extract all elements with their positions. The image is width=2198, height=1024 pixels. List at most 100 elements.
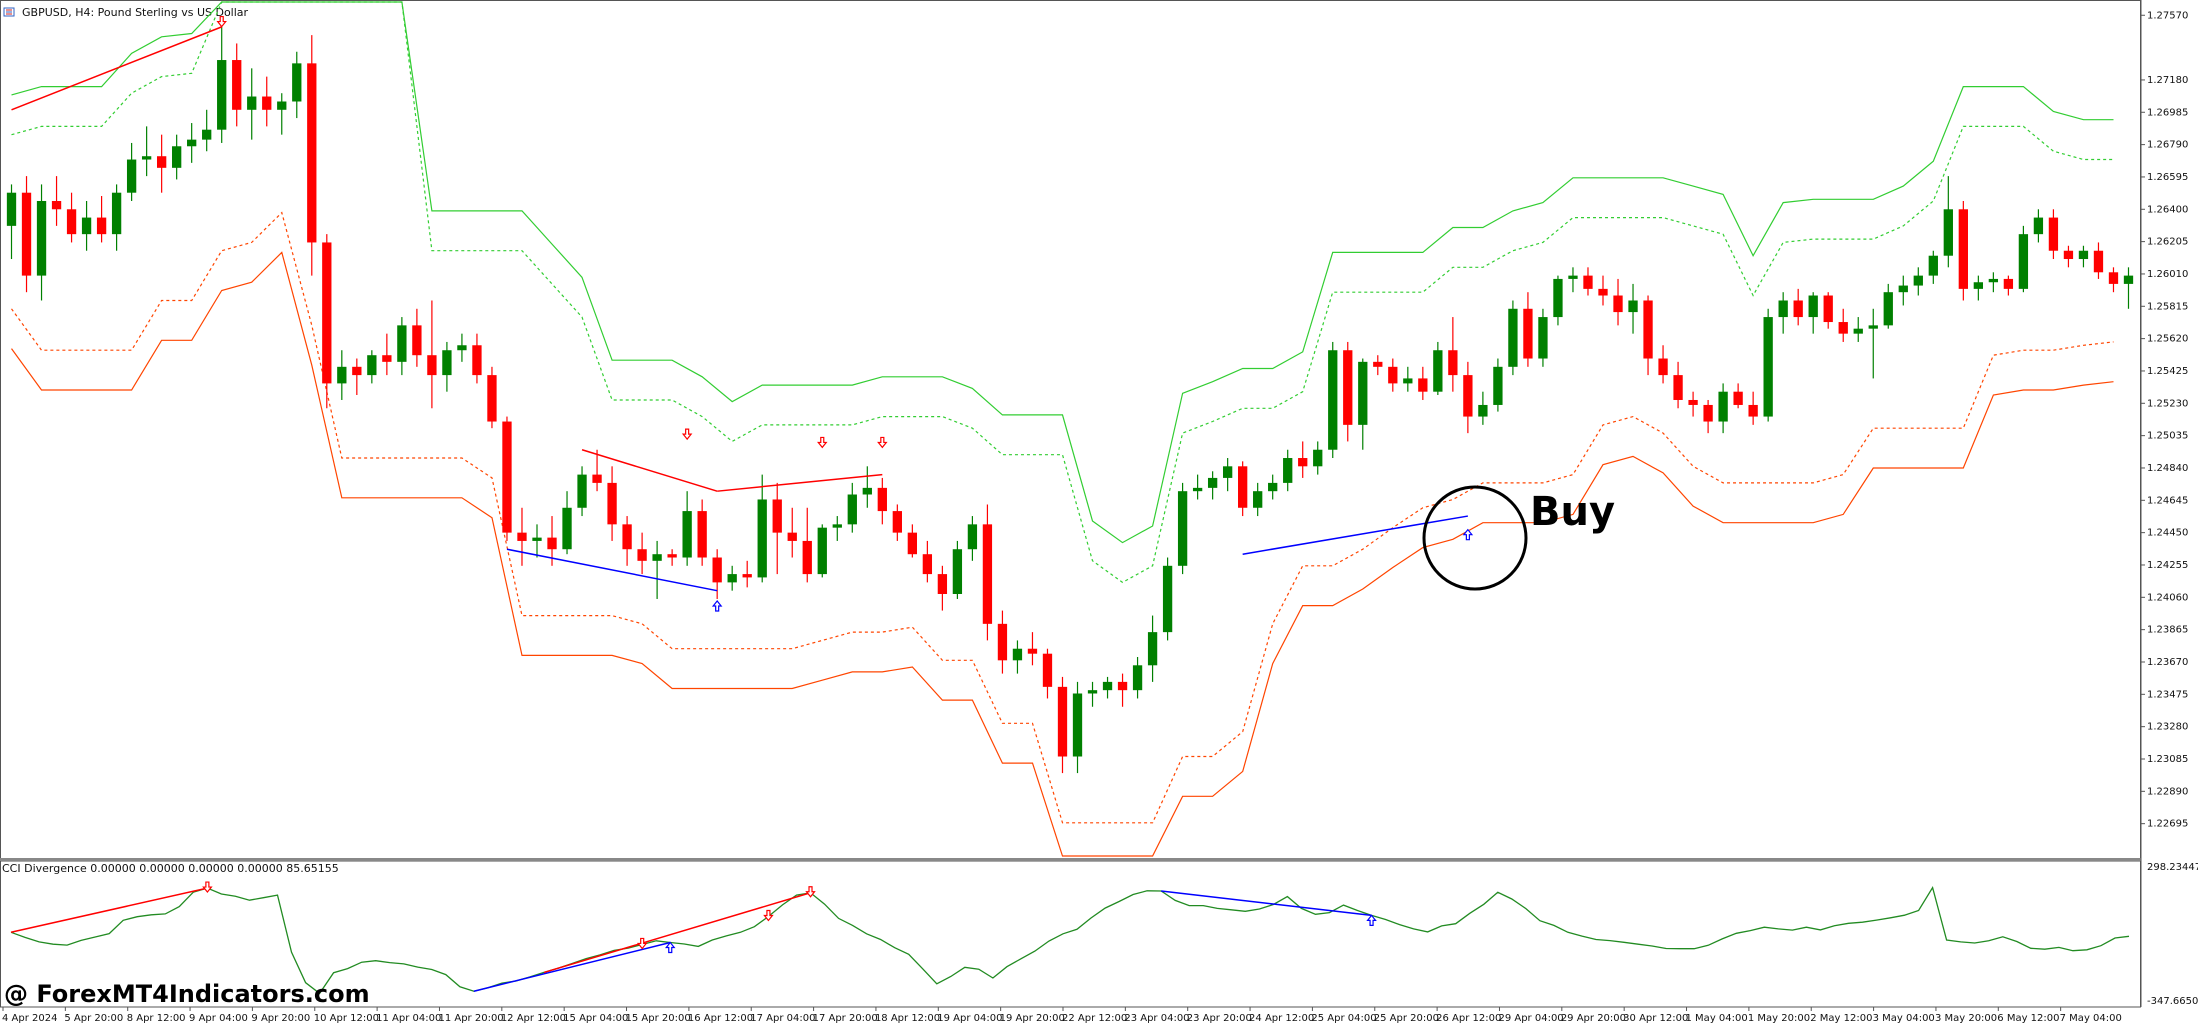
time-tick-label: 2 May 12:00 bbox=[1810, 1013, 1872, 1024]
candle-body bbox=[36, 200, 47, 276]
candle bbox=[1523, 292, 1533, 367]
candle bbox=[1132, 657, 1143, 699]
candle-body bbox=[487, 375, 497, 422]
candle bbox=[952, 540, 963, 599]
price-tick-label: 1.24645 bbox=[2147, 495, 2188, 506]
candle bbox=[1928, 250, 1938, 284]
price-tick-label: 1.26205 bbox=[2147, 237, 2188, 248]
candle bbox=[1222, 458, 1233, 492]
candle-body bbox=[862, 487, 872, 495]
candle-body bbox=[832, 524, 842, 528]
candle-body bbox=[1988, 278, 1999, 283]
candle bbox=[2033, 209, 2044, 243]
time-tick-label: 29 Apr 04:00 bbox=[1498, 1013, 1563, 1024]
candle bbox=[307, 35, 317, 276]
band-lines bbox=[11, 1, 2114, 857]
candle bbox=[1583, 267, 1593, 296]
candle-body bbox=[1207, 477, 1218, 488]
candle-body bbox=[1508, 308, 1518, 367]
candle-body bbox=[1222, 466, 1233, 478]
candle-body bbox=[1042, 653, 1053, 687]
candle-body bbox=[367, 355, 377, 376]
time-tick-label: 15 Apr 04:00 bbox=[563, 1013, 628, 1024]
watermark: @ ForexMT4Indicators.com bbox=[4, 980, 370, 1008]
candle bbox=[2078, 245, 2089, 268]
candle bbox=[907, 524, 918, 558]
candle bbox=[727, 565, 737, 591]
cci-sell-arrow-icon bbox=[763, 909, 774, 922]
candle-body bbox=[1027, 648, 1038, 654]
candle bbox=[111, 184, 122, 251]
candle bbox=[1718, 383, 1728, 434]
candle-body bbox=[2003, 278, 2014, 289]
candle-body bbox=[1132, 665, 1143, 691]
candle-body bbox=[1823, 295, 1833, 323]
candle bbox=[862, 466, 872, 508]
candle bbox=[1658, 345, 1668, 384]
time-tick-label: 6 May 12:00 bbox=[1997, 1013, 2059, 1024]
buy-label: Buy bbox=[1530, 489, 1615, 535]
candle bbox=[2003, 275, 2014, 296]
cci-sell-arrow-icon bbox=[636, 937, 648, 950]
price-tick-label: 1.24840 bbox=[2147, 463, 2188, 474]
candle-body bbox=[937, 574, 948, 594]
candle bbox=[6, 184, 17, 260]
candle-body bbox=[1418, 378, 1428, 392]
candle-body bbox=[1328, 350, 1338, 450]
time-tick-label: 16 Apr 12:00 bbox=[688, 1013, 753, 1024]
candle-body bbox=[2048, 217, 2059, 251]
candle-body bbox=[232, 60, 242, 110]
price-axis-ticks: 1.27570 1.27180 1.26985 1.26790 1.26595 1.264… bbox=[2141, 10, 2188, 830]
signal-arrows bbox=[202, 15, 1474, 954]
candle bbox=[1958, 200, 1968, 301]
candle bbox=[232, 43, 242, 127]
price-tick-label: 1.22695 bbox=[2147, 819, 2188, 830]
candle-body bbox=[742, 574, 752, 578]
candle bbox=[1403, 366, 1413, 392]
candle-body bbox=[382, 355, 392, 362]
time-tick-label: 25 Apr 20:00 bbox=[1374, 1013, 1439, 1024]
candle-body bbox=[1973, 282, 1984, 289]
time-tick-label: 23 Apr 04:00 bbox=[1124, 1013, 1189, 1024]
time-tick-label: 1 May 20:00 bbox=[1748, 1013, 1810, 1024]
candle bbox=[1027, 632, 1038, 666]
candle bbox=[1853, 317, 1863, 342]
candle bbox=[1733, 383, 1743, 409]
price-tick-label: 1.23280 bbox=[2147, 722, 2188, 733]
time-tick-label: 22 Apr 12:00 bbox=[1062, 1013, 1127, 1024]
candle bbox=[1913, 267, 1923, 296]
candle-body bbox=[247, 96, 257, 110]
sell-arrow-icon bbox=[877, 436, 888, 449]
price-tick-label: 1.27570 bbox=[2147, 10, 2188, 21]
time-tick-label: 19 Apr 20:00 bbox=[1000, 1013, 1065, 1024]
time-tick-label: 11 Apr 20:00 bbox=[438, 1013, 503, 1024]
candle-body bbox=[2033, 217, 2044, 235]
time-tick-label: 3 May 20:00 bbox=[1935, 1013, 1997, 1024]
candle-body bbox=[1478, 404, 1488, 417]
candle bbox=[1087, 681, 1098, 707]
candle bbox=[442, 341, 452, 392]
bearish-divergence-price-line bbox=[717, 473, 883, 492]
candle bbox=[742, 560, 752, 588]
candle-body bbox=[472, 345, 482, 376]
candle-body bbox=[1763, 317, 1773, 417]
candle-body bbox=[1583, 275, 1593, 289]
candle bbox=[1508, 300, 1518, 376]
candle bbox=[982, 504, 993, 641]
candle-body bbox=[397, 325, 407, 362]
bearish-divergence-price-line bbox=[581, 449, 718, 492]
candle bbox=[1057, 676, 1068, 774]
candle bbox=[1823, 292, 1833, 329]
bullish-divergence-price-line bbox=[506, 548, 718, 592]
candle bbox=[352, 358, 362, 396]
lower-band-dotted-line bbox=[11, 211, 2114, 824]
candle-body bbox=[322, 242, 332, 384]
candle-body bbox=[1598, 288, 1608, 296]
divergence-lines bbox=[11, 26, 1468, 592]
candle-body bbox=[202, 129, 212, 140]
candle-body bbox=[1538, 317, 1548, 359]
price-tick-label: 1.26790 bbox=[2147, 140, 2188, 151]
